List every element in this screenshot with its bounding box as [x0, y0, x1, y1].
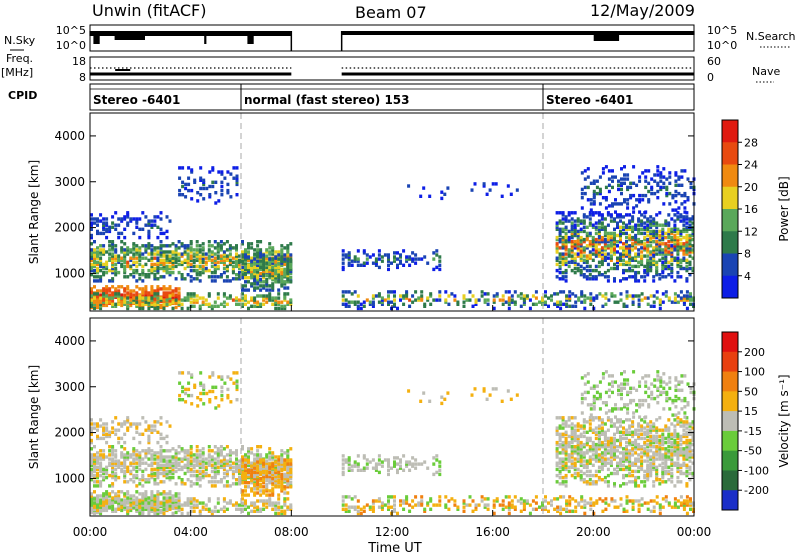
date-title: 12/May/2009 [590, 1, 695, 20]
cpid-label: CPID [8, 89, 37, 102]
cpid-frame [89, 83, 695, 111]
colorbar-tick-label: 15 [744, 405, 758, 418]
beam-title: Beam 07 [355, 3, 427, 22]
colorbar-swatch [722, 470, 738, 491]
colorbar-tick-label: 28 [744, 136, 758, 149]
colorbar-tick-label: 12 [744, 225, 758, 238]
colorbar-tick-label: 100 [744, 366, 765, 379]
nsky-label: N.Sky [4, 34, 36, 47]
colorbar-frame [721, 331, 739, 511]
x-tick-label: 20:00 [576, 525, 611, 539]
power-colorbar: 4 8 12 16 20 24 28 Power [dB] [721, 119, 791, 299]
colorbar-swatch [722, 275, 738, 299]
y-tick-label: 3000 [54, 380, 85, 394]
y-tick-label: 4000 [54, 334, 85, 348]
colorbar-tick-label: 20 [744, 181, 758, 194]
y-tick-label: 1000 [54, 266, 85, 280]
colorbar-swatch [722, 371, 738, 392]
noise-tick-left-top: 10^5 [56, 24, 86, 37]
freq-tick-bottom: 8 [79, 71, 86, 84]
nsearch-label: N.Search [746, 30, 796, 43]
colorbar-label: Velocity [m s⁻¹] [777, 374, 791, 467]
colorbar-swatch [722, 450, 738, 471]
x-axis-label: Time UT [367, 541, 421, 554]
nave-label: Nave [752, 65, 780, 78]
y-axis-label: Slant Range [km] [27, 160, 41, 264]
x-tick-label: 12:00 [375, 525, 410, 539]
cpid-segment-label: Stereo -6401 [93, 93, 180, 107]
colorbar-swatch [722, 120, 738, 143]
velocity-panel: 1000 2000 3000 4000 Slant Range [km] [27, 317, 696, 517]
colorbar-swatch [722, 186, 738, 210]
status-panel: N.Sky Freq.[MHz] CPID 10^5 10^0 18 8 10^5 10^0 60… [1, 24, 796, 111]
colorbar-swatch [722, 411, 738, 432]
noise-frame [89, 24, 695, 52]
cpid-segment-label: normal (fast stereo) 153 [244, 93, 410, 107]
freq-label: Freq. [6, 52, 33, 65]
cpid-segment-label: Stereo -6401 [546, 93, 633, 107]
colorbar-tick-label: 16 [744, 203, 758, 216]
velocity-colorbar: 200 100 50 15 -15 -50 -100 -200 Velocity [m s⁻¹] [721, 331, 791, 511]
x-tick-label: 00:00 [73, 525, 108, 539]
y-axis-label: Slant Range [km] [27, 365, 41, 469]
colorbar-tick-label: 200 [744, 346, 765, 359]
scatter-cells [90, 165, 696, 311]
colorbar-swatch [722, 209, 738, 232]
scatter-cells [90, 370, 696, 516]
x-tick-label: 08:00 [274, 525, 309, 539]
colorbar-tick-label: 8 [744, 248, 751, 261]
colorbar-swatch [722, 391, 738, 412]
y-tick-label: 2000 [54, 426, 85, 440]
freq-frame [89, 56, 695, 81]
colorbar-swatch [722, 253, 738, 277]
colorbar-tick-label: -15 [744, 425, 762, 438]
y-tick-label: 2000 [54, 221, 85, 235]
colorbar-swatch [722, 430, 738, 452]
colorbar-swatch [722, 490, 738, 511]
noise-tick-right-bottom: 10^0 [707, 39, 737, 52]
y-tick-label: 3000 [54, 175, 85, 189]
panel-background [90, 113, 694, 311]
colorbar-tick-label: 4 [744, 270, 751, 283]
colorbar-swatch [722, 231, 738, 254]
nave-tick-top: 60 [707, 55, 721, 68]
freq-unit-label: [MHz] [1, 66, 33, 79]
colorbars: 4 8 12 16 20 24 28 Power [dB] 200 100 50 15 -15 -50 -1… [721, 119, 791, 511]
freq-tick-top: 18 [72, 55, 86, 68]
y-tick-label: 1000 [54, 471, 85, 485]
colorbar-swatch [722, 164, 738, 188]
site-title: Unwin (fitACF) [92, 1, 206, 20]
colorbar-swatch [722, 332, 738, 353]
colorbar-label: Power [dB] [777, 176, 791, 241]
colorbar-tick-label: 24 [744, 159, 758, 172]
colorbar-swatch [722, 142, 738, 165]
colorbar-tick-label: 50 [744, 385, 758, 398]
noise-trace [89, 31, 695, 44]
x-tick-label: 04:00 [173, 525, 208, 539]
nave-tick-bottom: 0 [707, 71, 714, 84]
power-panel: 1000 2000 3000 4000 Slant Range [km] [27, 112, 696, 312]
time-axis: 00:00 04:00 08:00 12:00 16:00 20:00 00:00 [73, 525, 712, 539]
colorbar-tick-label: -50 [744, 445, 762, 458]
x-tick-label: 16:00 [475, 525, 510, 539]
x-tick-label: 00:00 [677, 525, 712, 539]
panel-background [90, 318, 694, 516]
colorbar-tick-label: -100 [744, 464, 769, 477]
y-tick-label: 4000 [54, 129, 85, 143]
plot-panels: 1000 2000 3000 4000 Slant Range [km] 1000 2000… [27, 112, 696, 517]
colorbar-swatch [722, 351, 738, 373]
noise-tick-right-top: 10^5 [707, 24, 737, 37]
noise-tick-left-bottom: 10^0 [56, 39, 86, 52]
colorbar-tick-label: -200 [744, 484, 769, 497]
